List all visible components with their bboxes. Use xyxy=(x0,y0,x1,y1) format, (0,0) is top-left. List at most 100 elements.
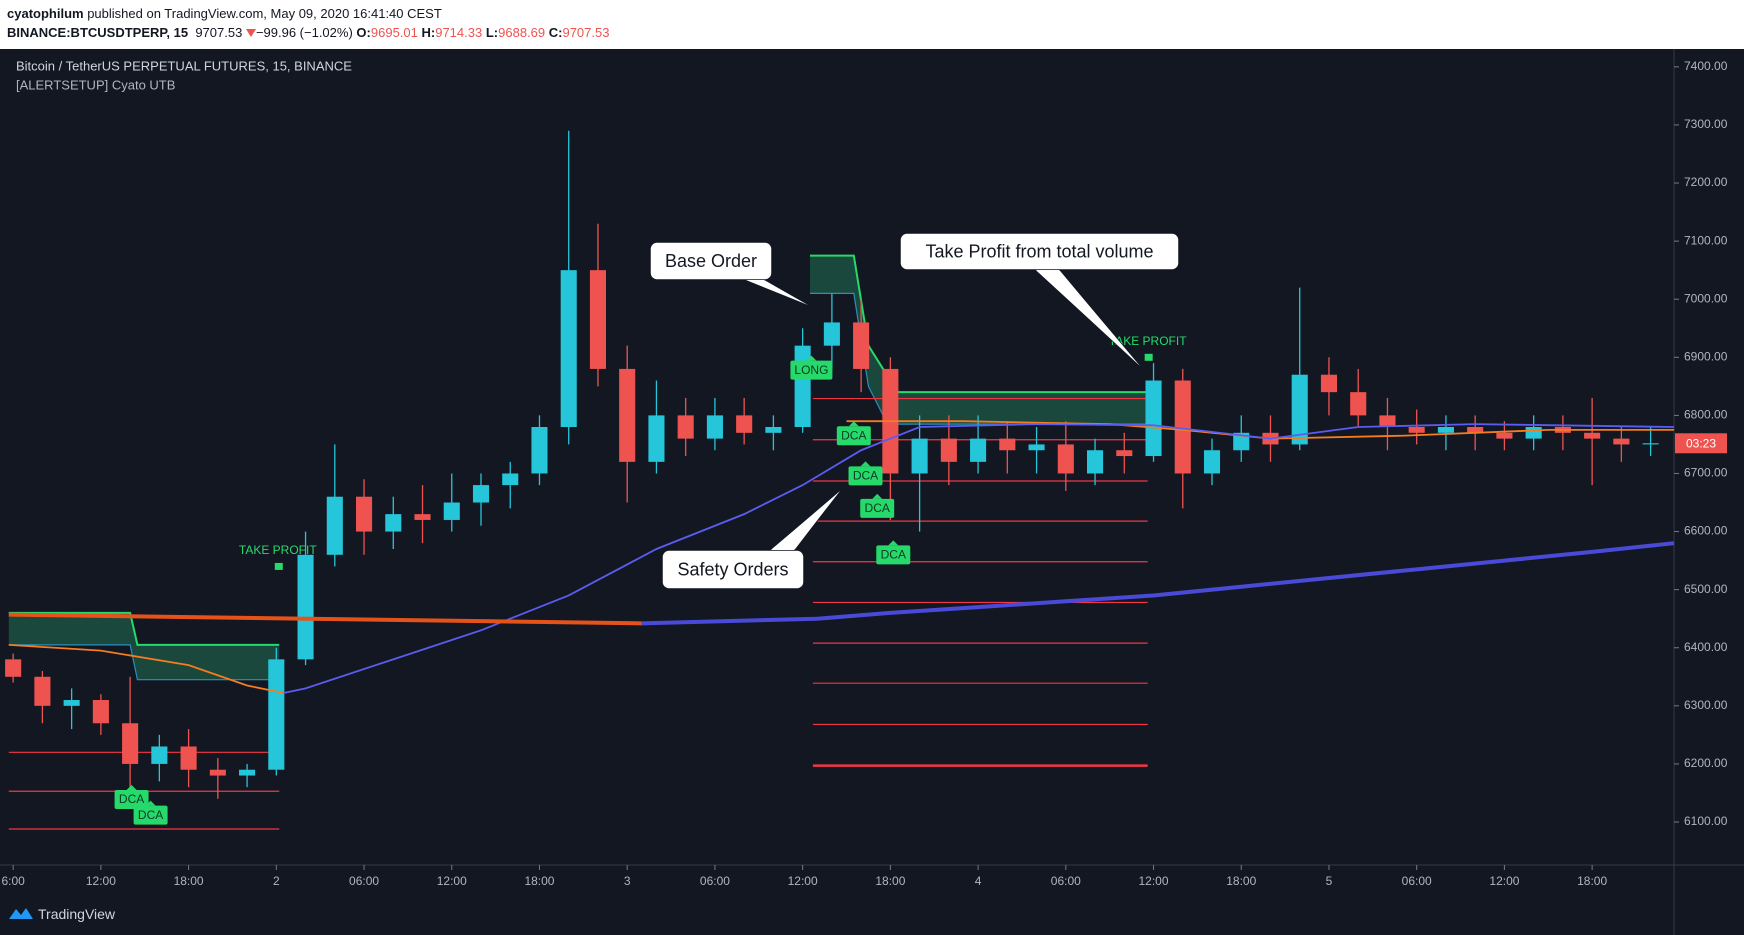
marker xyxy=(848,466,883,486)
candle-body xyxy=(297,554,314,660)
x-tick-label: 06:00 xyxy=(1051,874,1081,888)
candle-body xyxy=(1379,415,1396,428)
y-tick-label: 6700.00 xyxy=(1684,466,1728,480)
candle-body xyxy=(414,514,431,520)
ohlc-value: 9707.53 xyxy=(562,25,610,40)
candle-body xyxy=(1613,438,1630,445)
signal-label: TAKE PROFIT xyxy=(239,543,317,557)
indicator-line xyxy=(283,423,1675,694)
candle-body xyxy=(999,438,1016,451)
callout-text: Base Order xyxy=(665,251,757,271)
marker-tip xyxy=(872,493,883,499)
candle-body xyxy=(1584,432,1601,439)
marker xyxy=(790,360,833,380)
x-tick-label: 5 xyxy=(1326,874,1333,888)
candle-body xyxy=(209,769,226,776)
callout-pointer xyxy=(1033,269,1141,367)
candle-body xyxy=(472,485,490,503)
candle-body xyxy=(1467,427,1484,433)
marker-tip xyxy=(145,800,156,806)
marker-tip xyxy=(806,355,817,361)
symbol-line: BINANCE:BTCUSDTPERP, 15 9707.53 −99.96 (… xyxy=(7,25,609,40)
marker-label: DCA xyxy=(138,808,163,822)
tp-band xyxy=(8,612,280,680)
publish-line: cyatophilum published on TradingView.com… xyxy=(7,6,442,21)
y-tick-label: 6400.00 xyxy=(1684,640,1728,654)
marker-tip xyxy=(860,461,871,467)
callout-box xyxy=(649,241,773,281)
down-arrow xyxy=(245,29,256,37)
x-tick-label: 18:00 xyxy=(1577,874,1607,888)
candle-body xyxy=(180,746,197,770)
candle-body xyxy=(1057,444,1074,474)
candle-body xyxy=(1496,432,1513,439)
candle-body xyxy=(1350,392,1367,416)
x-tick-label: 18:00 xyxy=(524,874,554,888)
candle-body xyxy=(1437,427,1454,433)
x-tick-label: 12:00 xyxy=(788,874,818,888)
ohlc-value: 9714.33 xyxy=(435,25,483,40)
candle-body xyxy=(706,415,723,439)
marker-tip xyxy=(888,540,899,546)
ohlc-label: L: xyxy=(485,25,499,40)
marker xyxy=(114,789,149,809)
callout-join xyxy=(746,280,808,305)
y-tick-label: 6100.00 xyxy=(1684,814,1728,828)
signal-flag xyxy=(1144,353,1153,361)
y-tick-label: 7200.00 xyxy=(1684,175,1728,189)
price-label xyxy=(1675,433,1727,454)
indicator-line xyxy=(8,612,642,626)
ohlc-value: 9688.69 xyxy=(498,25,546,40)
marker xyxy=(133,805,168,825)
tp-band-top xyxy=(8,611,280,646)
candle-body xyxy=(1028,444,1045,451)
candle-body xyxy=(326,496,343,555)
candle-body xyxy=(122,723,139,764)
candle-body xyxy=(619,368,636,462)
published: published on TradingView.com, May 09, 20… xyxy=(87,6,442,21)
marker-label: DCA xyxy=(841,428,866,442)
candle-body xyxy=(823,322,840,346)
candle-body xyxy=(1642,443,1659,445)
chart: 6100.00 6200.00 6300.00 6400.00 6500.00 6600.… xyxy=(0,49,1744,935)
y-tick-label: 7000.00 xyxy=(1684,291,1728,305)
marker-label: DCA xyxy=(853,469,878,483)
candle-body xyxy=(1145,380,1162,457)
y-tick-label: 6200.00 xyxy=(1684,756,1728,770)
y-tick-label: 7300.00 xyxy=(1684,117,1728,131)
candle-body xyxy=(63,700,80,706)
x-tick-label: 06:00 xyxy=(700,874,730,888)
candle-body xyxy=(34,676,51,706)
candle-body xyxy=(648,415,665,462)
x-tick-label: 06:00 xyxy=(1402,874,1432,888)
callout-box xyxy=(661,549,805,590)
callout-text: Safety Orders xyxy=(677,559,788,579)
tp-band xyxy=(809,255,1148,425)
marker-label: DCA xyxy=(881,548,906,562)
candle-body xyxy=(1291,374,1308,445)
last: 9707.53 xyxy=(195,25,243,40)
callout-join xyxy=(1036,270,1140,366)
y-tick-label: 6900.00 xyxy=(1684,349,1728,363)
change: −99.96 (−1.02%) xyxy=(255,25,353,40)
candle-body xyxy=(268,659,285,770)
tp-band-bottom xyxy=(809,292,1148,425)
x-tick-label: 2 xyxy=(273,874,280,888)
candle-body xyxy=(385,514,402,532)
candle-body xyxy=(502,473,519,486)
x-tick-label: 06:00 xyxy=(349,874,379,888)
candle-body xyxy=(443,502,460,520)
candle-body xyxy=(1320,374,1338,393)
y-tick-label: 6600.00 xyxy=(1684,524,1728,538)
y-tick-label: 6500.00 xyxy=(1684,582,1728,596)
marker-label: DCA xyxy=(119,792,144,806)
tp-band-top xyxy=(809,254,1148,394)
marker-tip xyxy=(848,421,859,427)
candle-body xyxy=(355,496,373,532)
x-tick-label: 4 xyxy=(975,874,982,888)
x-tick-label: 18:00 xyxy=(1226,874,1256,888)
logo xyxy=(9,908,33,919)
ohlc-value: 9695.01 xyxy=(370,25,418,40)
marker-label: DCA xyxy=(865,501,890,515)
